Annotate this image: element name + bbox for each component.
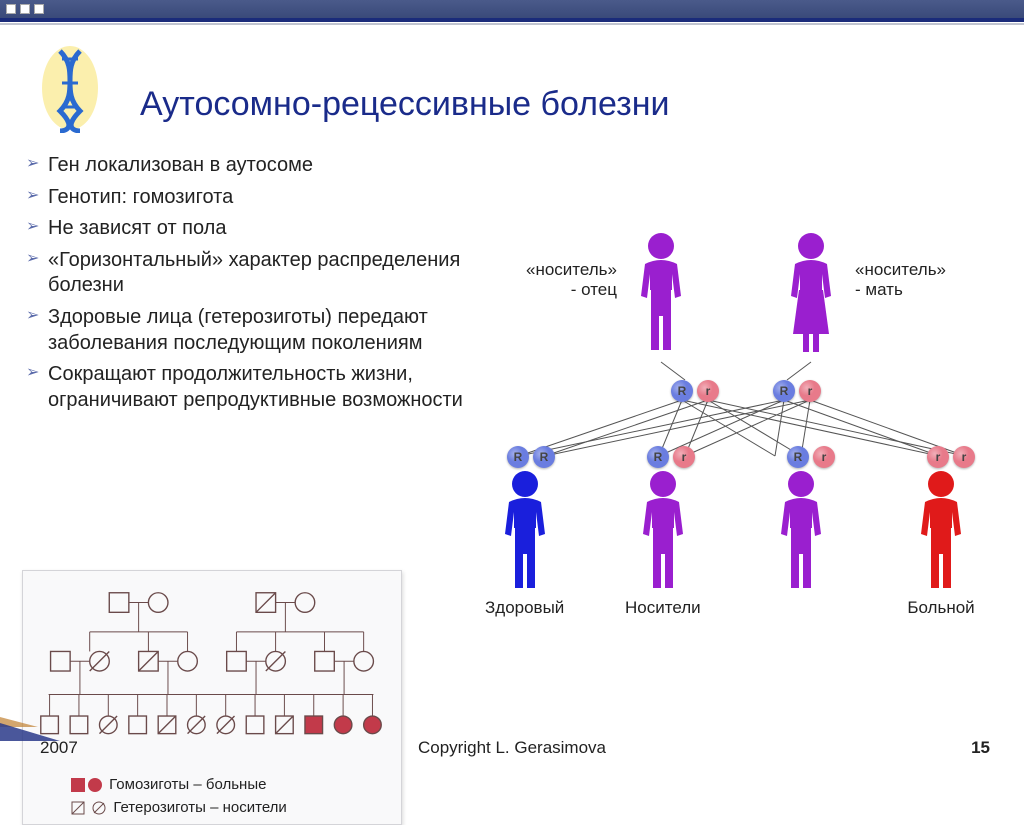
slide-footer: 2007 Copyright L. Gerasimova 15 — [0, 735, 1024, 761]
parent-figure: «носитель» - отец — [625, 230, 697, 360]
child-label: Носители — [625, 598, 701, 618]
allele-circle: r — [799, 380, 821, 402]
footer-copyright: Copyright L. Gerasimova — [418, 738, 606, 758]
bullet-item: Не зависят от пола — [20, 213, 470, 245]
header-divider — [0, 18, 1024, 22]
allele-circle: r — [697, 380, 719, 402]
child-label: Здоровый — [485, 598, 564, 618]
dna-icon — [40, 43, 100, 133]
parent-label: «носитель» - мать — [855, 260, 975, 299]
allele-circle: R — [773, 380, 795, 402]
allele-circle: r — [673, 446, 695, 468]
allele-circle: R — [647, 446, 669, 468]
deco-square — [6, 4, 16, 14]
footer-year: 2007 — [40, 738, 78, 758]
bullet-list: Ген локализован в аутосоме Генотип: гомо… — [20, 150, 470, 416]
child-figure: Больной — [905, 468, 977, 618]
deco-square — [34, 4, 44, 14]
bullet-item: Здоровые лица (гетерозиготы) передают за… — [20, 302, 470, 359]
allele-circle: R — [671, 380, 693, 402]
inheritance-diagram: «носитель» - отец «носитель» - матьRrRr … — [475, 230, 1015, 670]
bullet-item: Сокращают продолжительность жизни, огран… — [20, 359, 470, 416]
footer-page-number: 15 — [971, 738, 990, 758]
parent-figure: «носитель» - мать — [775, 230, 847, 360]
bullet-item: «Горизонтальный» характер распределения … — [20, 245, 470, 302]
allele-circle: R — [787, 446, 809, 468]
child-figure: Здоровый — [485, 468, 564, 618]
pedigree-legend-2: Гетерозиготы – носители — [31, 795, 393, 818]
parent-label: «носитель» - отец — [497, 260, 617, 299]
window-title-bar — [0, 0, 1024, 18]
child-figure: Носители — [625, 468, 701, 618]
slide-title: Аутосомно-рецессивные болезни — [140, 85, 670, 124]
legend-text: Гетерозиготы – носители — [113, 799, 286, 816]
bullet-item: Ген локализован в аутосоме — [20, 150, 470, 182]
pedigree-legend-1: Гомозиготы – больные — [31, 772, 393, 795]
allele-circle: r — [813, 446, 835, 468]
deco-square — [20, 4, 30, 14]
bullet-item: Генотип: гомозигота — [20, 182, 470, 214]
child-figure — [765, 468, 837, 598]
allele-circle: r — [927, 446, 949, 468]
child-label: Больной — [907, 598, 974, 618]
legend-text: Гомозиготы – больные — [109, 776, 266, 793]
allele-circle: R — [533, 446, 555, 468]
allele-circle: r — [953, 446, 975, 468]
allele-circle: R — [507, 446, 529, 468]
pedigree-chart: Гомозиготы – больные Гетерозиготы – носи… — [22, 570, 402, 825]
